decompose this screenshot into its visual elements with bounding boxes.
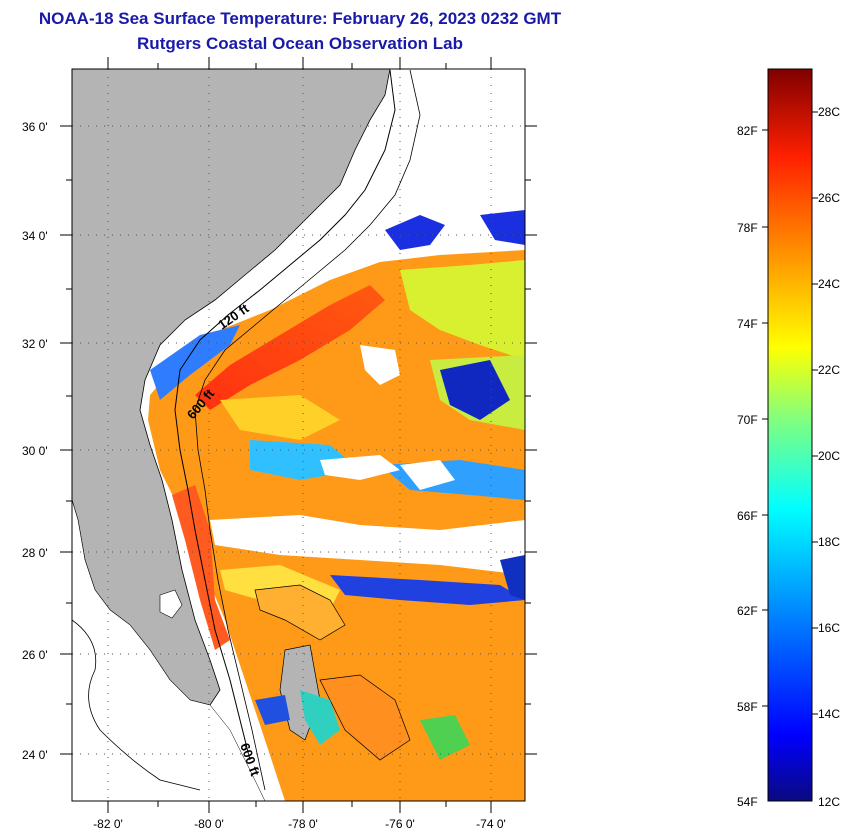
colorbar-c-14: 14C <box>818 707 840 721</box>
colorbar-c-18: 18C <box>818 535 840 549</box>
cold-patch-se <box>500 555 525 600</box>
contour-600ft <box>194 69 421 791</box>
lat-label-28: 28 0' <box>22 546 48 560</box>
map-plot-area: 120 ft 600 ft 600 ft <box>72 69 525 801</box>
colorbar-c-16: 16C <box>818 621 840 635</box>
lon-ticks <box>107 57 492 813</box>
cold-patch-ne <box>480 210 525 245</box>
colorbar-f-74: 74F <box>737 317 758 331</box>
lat-label-30: 30 0' <box>22 444 48 458</box>
gulf-no-data <box>72 499 266 801</box>
cloud-patch-30n <box>320 455 400 480</box>
colorbar-f-62: 62F <box>737 604 758 618</box>
cold-patch-e <box>440 360 510 420</box>
bahamas-bank-south <box>319 674 411 761</box>
map-title: NOAA-18 Sea Surface Temperature: Februar… <box>38 9 562 28</box>
cool-patch-ne <box>400 260 525 360</box>
colorbar-f-66: 66F <box>737 509 758 523</box>
colorbar-c-22: 22C <box>818 363 840 377</box>
cloud-patch-29n <box>400 460 455 490</box>
shallow-bank-cyan <box>300 690 340 745</box>
cool-band-27n <box>330 575 525 605</box>
map-frame <box>71 68 526 802</box>
colorbar-f-82: 82F <box>737 124 758 138</box>
cold-patch-n <box>385 215 445 250</box>
lat-label-34: 34 0' <box>22 229 48 243</box>
cloud-band-28n <box>210 515 525 575</box>
lat-label-26: 26 0' <box>22 648 48 662</box>
colorbar-scale <box>767 68 813 802</box>
lat-label-24: 24 0' <box>22 748 48 762</box>
colorbar-f-78: 78F <box>737 221 758 235</box>
lat-label-32: 32 0' <box>22 337 48 351</box>
contour-120ft <box>174 69 396 761</box>
colorbar-f-58: 58F <box>737 700 758 714</box>
gulf-stream-band <box>195 285 385 410</box>
lat-label-36: 36 0' <box>22 120 48 134</box>
colorbar-f-54: 54F <box>737 795 758 809</box>
lon-label-76: -76 0' <box>385 817 415 831</box>
contour-gulf <box>72 619 201 791</box>
colorbar-c-20: 20C <box>818 449 840 463</box>
lon-label-80: -80 0' <box>194 817 224 831</box>
lon-label-82: -82 0' <box>93 817 123 831</box>
shallow-bank-blue <box>255 695 290 725</box>
colorbar: 82F 78F 74F 70F 66F 62F 58F 54F 28C 26C … <box>737 68 840 809</box>
colorbar-c-26: 26C <box>818 191 840 205</box>
colorbar-c-28: 28C <box>818 105 840 119</box>
nearshore-cool-strip <box>150 325 240 400</box>
lon-label-78: -78 0' <box>288 817 318 831</box>
cloud-patch-32n <box>360 345 400 385</box>
colorbar-c-24: 24C <box>818 277 840 291</box>
bahamas-bank-north <box>254 584 346 641</box>
shallow-bank-green <box>420 715 470 760</box>
map-subtitle: Rutgers Coastal Ocean Observation Lab <box>137 34 463 53</box>
florida-current-band <box>172 485 230 650</box>
lat-ticks <box>60 125 537 755</box>
colorbar-f-70: 70F <box>737 413 758 427</box>
lon-label-74: -74 0' <box>476 817 506 831</box>
warm-yellow-patch <box>220 395 340 440</box>
colorbar-c-12: 12C <box>818 795 840 809</box>
lake-okeechobee <box>159 589 183 619</box>
